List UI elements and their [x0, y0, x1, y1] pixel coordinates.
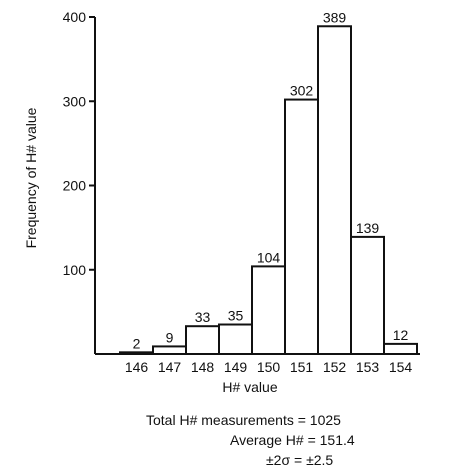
bar-150 [251, 265, 286, 356]
data-label-153: 139 [356, 220, 380, 236]
data-labels-group: 2 9 33 35 104 302 389 139 12 [133, 9, 409, 351]
bars-group [119, 25, 418, 356]
data-label-146: 2 [133, 335, 141, 351]
bar-151 [284, 98, 319, 355]
data-label-154: 12 [393, 327, 409, 343]
x-tick-label-146: 146 [125, 359, 149, 375]
y-tick-label-400: 400 [63, 9, 87, 25]
total-measurements-text: Total H# measurements = 1025 [146, 412, 341, 428]
data-label-151: 302 [290, 83, 314, 99]
x-tick-label-153: 153 [356, 359, 380, 375]
bar-148 [185, 325, 220, 356]
x-axis-title: H# value [222, 379, 277, 395]
average-text: Average H# = 151.4 [230, 432, 355, 448]
y-ticks-group: 100 200 300 400 [63, 9, 95, 278]
histogram-chart: 2 9 33 35 104 302 389 139 12 100 200 300 400 146 147… [23, 9, 420, 395]
y-tick-label-300: 300 [63, 93, 87, 109]
bar-152 [317, 25, 352, 356]
two-sigma-text: ±2σ = ±2.5 [266, 452, 334, 468]
data-label-147: 9 [166, 329, 174, 345]
x-tick-label-150: 150 [257, 359, 281, 375]
bar-153 [350, 235, 385, 355]
bar-147 [152, 345, 187, 356]
data-label-152: 389 [323, 9, 347, 25]
bar-149 [218, 323, 253, 356]
x-tick-label-151: 151 [290, 359, 314, 375]
data-label-149: 35 [228, 308, 244, 324]
bar-154 [383, 342, 418, 356]
x-tick-label-147: 147 [158, 359, 182, 375]
x-tick-label-148: 148 [191, 359, 215, 375]
y-tick-label-100: 100 [63, 262, 87, 278]
data-label-148: 33 [195, 309, 211, 325]
data-label-150: 104 [257, 249, 281, 265]
x-tick-label-149: 149 [224, 359, 248, 375]
x-ticks-group: 146 147 148 149 150 151 152 153 154 [125, 359, 413, 375]
y-axis-title: Frequency of H# value [23, 107, 39, 248]
x-tick-label-154: 154 [389, 359, 413, 375]
x-tick-label-152: 152 [323, 359, 347, 375]
y-tick-label-200: 200 [63, 178, 87, 194]
